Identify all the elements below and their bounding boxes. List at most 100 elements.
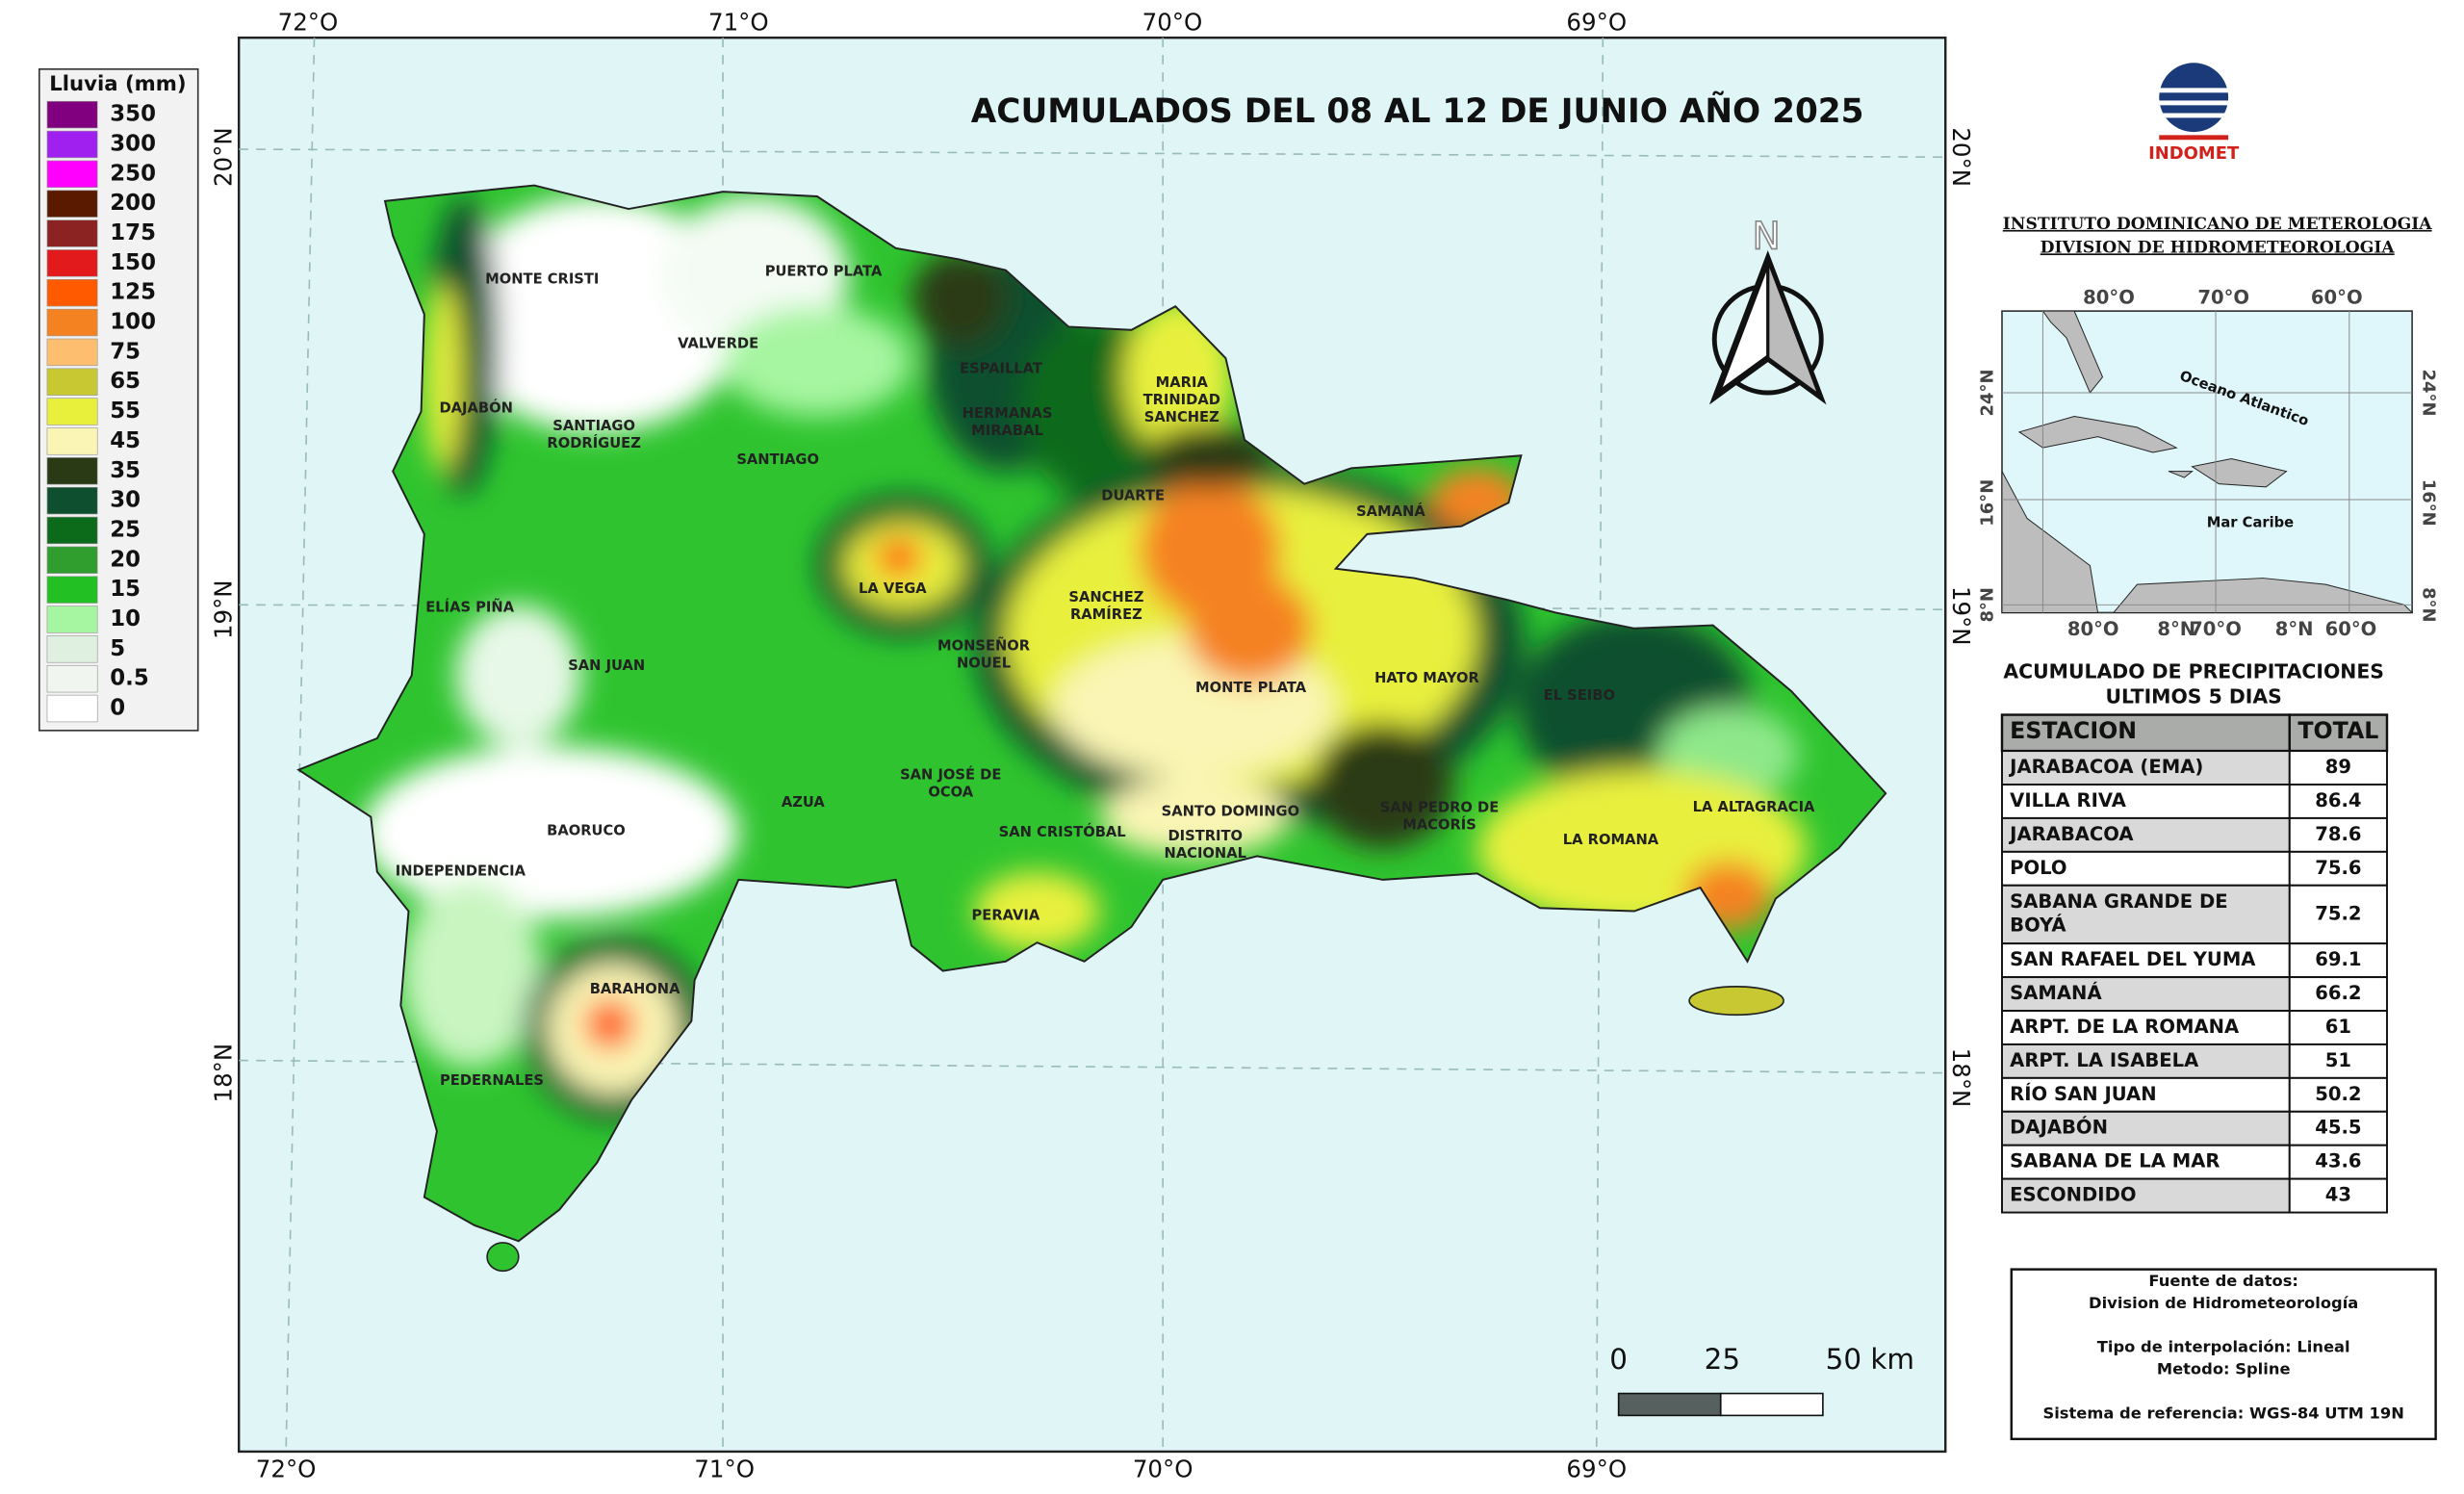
table-cell xyxy=(2288,850,2388,887)
table-cell xyxy=(2288,1010,2388,1045)
province-label: SANTIAGO xyxy=(552,418,635,434)
beata-island xyxy=(486,1242,520,1273)
inset-side-label: 8°N xyxy=(1977,587,1997,622)
rain-area xyxy=(424,282,462,472)
table-cell xyxy=(2001,750,2291,786)
info-line: Metodo: Spline xyxy=(2157,1360,2291,1378)
province-label: MACORÍS xyxy=(1402,816,1476,834)
province-label: NACIONAL xyxy=(1165,845,1246,862)
info-line: Fuente de datos: xyxy=(2148,1272,2298,1290)
station-name: DAJABÓN xyxy=(2010,1116,2108,1139)
longitude-label: 69°O xyxy=(1566,8,1627,36)
north-arrow-half xyxy=(1766,258,1824,400)
parallel xyxy=(239,148,1946,159)
legend-label: 200 xyxy=(110,191,156,216)
rain-area xyxy=(1146,424,1273,487)
inset-bottom-label: 70°O xyxy=(2190,618,2242,640)
saona-island xyxy=(1688,986,1784,1017)
station-name: JARABACOA xyxy=(2008,823,2134,845)
province-label: SANCHEZ xyxy=(1068,589,1143,605)
scale-segment xyxy=(1719,1392,1824,1417)
rain-area xyxy=(875,538,923,577)
province-label: DISTRITO xyxy=(1168,828,1243,844)
rain-area xyxy=(1099,777,1289,857)
legend-swatch xyxy=(46,576,98,604)
legend-label: 250 xyxy=(110,161,156,186)
table-header: ESTACION xyxy=(2010,717,2137,744)
logo-stripe xyxy=(2156,88,2232,93)
inset-top-label: 60°O xyxy=(2311,287,2363,309)
inset-land xyxy=(2001,471,2099,613)
institution-line: INSTITUTO DOMINICANO DE METEROLOGIA xyxy=(2003,215,2432,234)
province-label: SAN CRISTÓBAL xyxy=(999,823,1126,840)
longitude-label: 70°O xyxy=(1133,1455,1194,1483)
table-title: ULTIMOS 5 DIAS xyxy=(2105,685,2281,708)
province-label: ESPAILLAT xyxy=(960,361,1042,377)
logo-stripe xyxy=(2156,113,2232,118)
inset-land xyxy=(2112,578,2414,613)
longitude-label: 72°O xyxy=(278,8,339,36)
station-total: 69.1 xyxy=(2315,948,2361,970)
rain-area xyxy=(455,605,582,747)
rain-area xyxy=(361,746,739,919)
inset-land xyxy=(2168,471,2194,478)
province-label: SAN JOSÉ DE xyxy=(900,765,1001,783)
station-total: 43.6 xyxy=(2315,1150,2361,1172)
inset-bottom-label: 80°O xyxy=(2067,618,2119,640)
scale-label: 0 xyxy=(1609,1343,1628,1376)
province-label: SAMANÁ xyxy=(1356,502,1425,520)
legend-swatch xyxy=(46,546,98,574)
legend-title: Lluvia (mm) xyxy=(49,72,186,96)
info-line: Tipo de interpolación: Lineal xyxy=(2097,1338,2350,1356)
province-label: SAN JUAN xyxy=(568,657,645,674)
latitude-label: 18°N xyxy=(209,1043,237,1103)
legend-swatch xyxy=(46,279,98,307)
info-box xyxy=(2010,1268,2437,1441)
inset-land xyxy=(2017,415,2178,453)
meridian xyxy=(285,38,316,1452)
province-label: MARIA xyxy=(1156,374,1209,391)
province-label: PERAVIA xyxy=(972,907,1040,923)
station-total: 61 xyxy=(2325,1016,2351,1038)
logo-stripe xyxy=(2156,100,2232,106)
station-total: 86.4 xyxy=(2315,789,2361,811)
inset-side-label: 16°N xyxy=(1977,479,1997,527)
legend-label: 0 xyxy=(110,696,125,721)
province-label: SANCHEZ xyxy=(1144,409,1219,425)
station-total: 45.5 xyxy=(2315,1117,2361,1139)
station-name: SABANA DE LA MAR xyxy=(2010,1150,2220,1172)
legend-swatch xyxy=(46,308,98,337)
station-total: 51 xyxy=(2325,1049,2351,1071)
legend-label: 5 xyxy=(110,636,125,661)
legend-swatch xyxy=(46,160,98,189)
station-name: SAMANÁ xyxy=(2010,982,2102,1004)
legend-label: 30 xyxy=(110,488,141,513)
table-header-cell xyxy=(2000,713,2291,753)
logo-mark xyxy=(2159,63,2229,133)
province-label: DUARTE xyxy=(1101,488,1165,504)
province-label: SANTO DOMINGO xyxy=(1162,804,1299,820)
longitude-label: 71°O xyxy=(694,1455,755,1483)
inset-side-label: 16°N xyxy=(2418,479,2438,527)
table-title: ACUMULADO DE PRECIPITACIONES xyxy=(2003,659,2384,683)
province-label: SANTIAGO xyxy=(736,451,819,468)
rain-surface xyxy=(361,195,1808,1120)
table-cell xyxy=(2001,942,2291,979)
inset-bottom-label: 8°N xyxy=(2157,618,2195,640)
latitude-label: 18°N xyxy=(1947,1048,1975,1108)
inset-bottom-label: 8°N xyxy=(2275,618,2314,640)
station-total: 89 xyxy=(2325,756,2351,778)
inset-side-label: 24°N xyxy=(2418,370,2438,417)
province-label: ELÍAS PIÑA xyxy=(425,599,514,616)
coastline xyxy=(296,184,1887,1243)
legend-label: 65 xyxy=(110,369,141,394)
province-label: LA ALTAGRACIA xyxy=(1693,799,1815,815)
legend-swatch xyxy=(46,190,98,218)
legend-swatch xyxy=(46,398,98,425)
table-cell xyxy=(2001,1144,2291,1180)
legend-label: 20 xyxy=(110,547,141,572)
station-total: 75.6 xyxy=(2315,857,2361,879)
province-label: MONTE PLATA xyxy=(1195,680,1307,696)
